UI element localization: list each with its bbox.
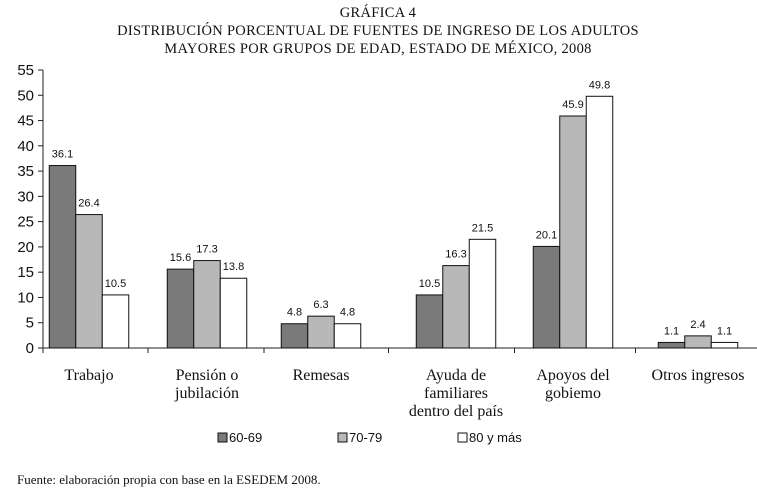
x-category-label: gobiemo xyxy=(545,385,601,402)
data-label: 21.5 xyxy=(472,222,493,234)
x-category-label: Remesas xyxy=(293,367,350,384)
legend-swatch xyxy=(337,432,348,443)
data-label: 13.8 xyxy=(223,261,244,273)
bar-70-79 xyxy=(75,214,103,349)
data-label: 4.8 xyxy=(287,307,302,319)
bar-60-69 xyxy=(532,245,561,349)
y-tick-label: 10 xyxy=(17,289,34,306)
y-tick-label: 35 xyxy=(17,163,34,180)
bar-70-79 xyxy=(559,115,587,349)
y-tick-label: 15 xyxy=(17,264,34,281)
data-label: 36.1 xyxy=(52,149,73,161)
y-tick-label: 45 xyxy=(17,113,34,130)
bar-60-69 xyxy=(280,323,309,349)
data-label: 2.4 xyxy=(690,319,705,331)
legend-swatch xyxy=(457,432,468,443)
data-label: 1.1 xyxy=(664,325,679,337)
x-category-label: dentro del país xyxy=(409,403,503,420)
data-labels-group: 36.1 26.4 10.5 15.6 17.3 13.8 4.8 6.3 4.8 10.5 16.… xyxy=(52,79,732,337)
bar-60-69 xyxy=(48,165,77,349)
y-tick-label: 50 xyxy=(17,87,34,104)
x-category-label: Ayuda de xyxy=(426,367,486,384)
data-label: 16.3 xyxy=(445,249,466,261)
y-tick-label: 0 xyxy=(26,340,34,357)
legend-label: 70-79 xyxy=(349,430,382,445)
chart-title-line-2: DISTRIBUCIÓN PORCENTUAL DE FUENTES DE IN… xyxy=(117,22,639,39)
bar-80-y-más xyxy=(101,294,130,349)
bar-80-y-más xyxy=(710,341,739,349)
x-category-label: Trabajo xyxy=(64,367,113,384)
y-tick-label: 25 xyxy=(17,214,34,231)
chart-title-line-3: MAYORES POR GRUPOS DE EDAD, ESTADO DE MÉ… xyxy=(164,40,591,57)
chart-title: GRÁFICA 4 DISTRIBUCIÓN PORCENTUAL DE FUE… xyxy=(117,4,639,57)
data-label: 10.5 xyxy=(419,278,440,290)
x-category-label: jubilación xyxy=(174,385,239,402)
bar-70-79 xyxy=(193,260,221,349)
bar-80-y-más xyxy=(219,277,248,349)
source-note: Fuente: elaboración propia con base en l… xyxy=(17,472,321,487)
bar-80-y-más xyxy=(585,95,614,349)
data-label: 4.8 xyxy=(340,307,355,319)
bar-80-y-más xyxy=(468,238,497,349)
legend-label: 60-69 xyxy=(229,430,262,445)
data-label: 17.3 xyxy=(196,244,217,256)
y-tick-label: 30 xyxy=(17,188,34,205)
chart-title-line-1: GRÁFICA 4 xyxy=(340,4,417,21)
y-axis: 0 5 10 15 20 25 30 35 40 45 50 55 xyxy=(17,62,44,357)
data-label: 20.1 xyxy=(536,229,557,241)
bar-60-69 xyxy=(415,294,444,349)
legend-label: 80 y más xyxy=(469,430,522,445)
data-label: 49.8 xyxy=(589,79,610,91)
data-label: 15.6 xyxy=(170,252,191,264)
data-label: 1.1 xyxy=(717,325,732,337)
bars-group xyxy=(48,95,739,349)
y-tick-label: 20 xyxy=(17,239,34,256)
x-category-label: Otros ingresos xyxy=(652,367,745,384)
legend-swatch xyxy=(217,432,228,443)
x-category-label: Pensión o xyxy=(176,367,239,384)
bar-70-79 xyxy=(307,315,335,349)
data-label: 45.9 xyxy=(562,99,583,111)
bar-80-y-más xyxy=(333,323,362,349)
y-tick-label: 55 xyxy=(17,62,34,79)
y-tick-label: 40 xyxy=(17,138,34,155)
data-label: 10.5 xyxy=(105,278,126,290)
bar-60-69 xyxy=(166,268,195,349)
bar-70-79 xyxy=(442,265,470,349)
data-label: 6.3 xyxy=(313,299,328,311)
x-category-label: familiares xyxy=(424,385,488,402)
x-category-label: Apoyos del xyxy=(536,367,610,384)
bar-70-79 xyxy=(684,335,712,349)
bar-60-69 xyxy=(657,341,686,349)
y-tick-label: 5 xyxy=(26,315,34,332)
data-label: 26.4 xyxy=(78,198,99,210)
legend: 60-69 70-79 80 y más xyxy=(217,430,522,445)
